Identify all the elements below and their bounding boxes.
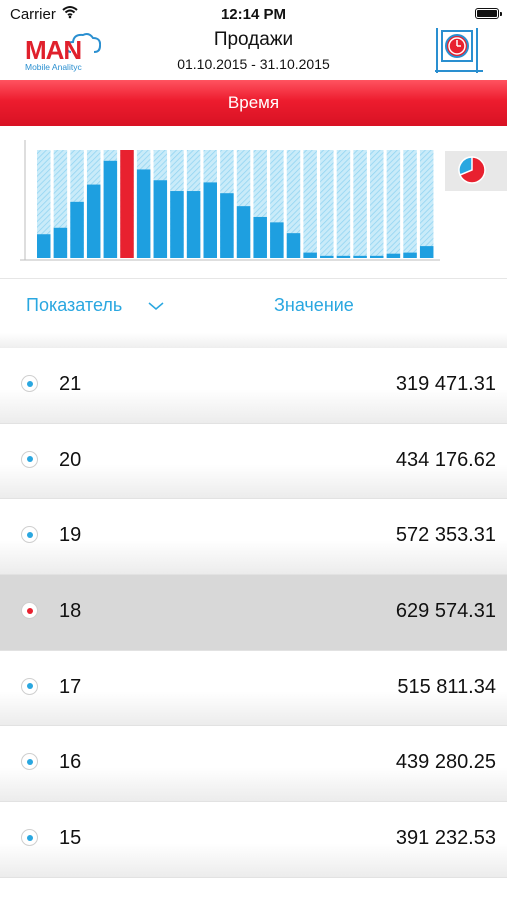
bar-chart[interactable] <box>0 128 440 278</box>
chart-bar-2[interactable] <box>53 227 68 258</box>
status-time: 12:14 PM <box>220 6 287 23</box>
row-name: 17 <box>59 675 82 698</box>
table-row-selected[interactable]: 18 629 574.31 <box>0 575 507 651</box>
chart-bar-15[interactable] <box>270 222 284 258</box>
clock-calendar-icon[interactable] <box>433 26 485 76</box>
table-top-divider <box>0 333 507 348</box>
chart-bar-24[interactable] <box>419 246 434 258</box>
chart-bar-20[interactable] <box>353 255 367 258</box>
table-row[interactable]: 19 572 353.31 <box>0 499 507 576</box>
chart-bar-18[interactable] <box>320 255 334 258</box>
chart-bar-12[interactable] <box>220 193 234 258</box>
row-indicator-dot <box>21 753 38 771</box>
pie-chart-icon <box>458 156 486 184</box>
row-value: 439 280.25 <box>395 751 496 774</box>
wifi-icon <box>62 6 78 19</box>
chevron-down-icon[interactable] <box>148 301 164 311</box>
chart-bar-22[interactable] <box>386 253 401 258</box>
indicator-column-header[interactable]: Показатель <box>26 295 123 315</box>
chart-bar-6[interactable] <box>120 150 134 258</box>
chart-bar-1[interactable] <box>37 234 51 258</box>
row-name: 21 <box>59 373 82 395</box>
cloud-icon <box>67 33 101 53</box>
row-name: 16 <box>59 751 82 774</box>
row-indicator-dot <box>21 829 38 847</box>
value-column-header[interactable]: Значение <box>274 295 354 315</box>
row-name: 18 <box>59 600 82 623</box>
bar-background <box>370 150 384 258</box>
bar-background <box>353 150 367 258</box>
chart-bar-11[interactable] <box>203 182 218 258</box>
row-value: 572 353.31 <box>395 524 496 547</box>
page-title: Продажи <box>213 29 294 50</box>
pie-chart-button[interactable] <box>445 151 507 191</box>
row-value: 391 232.53 <box>395 827 496 850</box>
chart-bar-4[interactable] <box>86 184 101 258</box>
row-value: 319 471.31 <box>395 373 496 395</box>
logo-subtitle: Mobile Analityc <box>25 62 82 72</box>
chart-bar-3[interactable] <box>70 201 84 258</box>
nav-header: MAN Mobile Analityc Продажи 01.10.2015 -… <box>0 26 507 78</box>
time-section-bar[interactable]: Время <box>0 80 507 126</box>
row-indicator-dot <box>21 375 38 392</box>
row-name: 20 <box>59 448 82 471</box>
row-name: 15 <box>59 827 82 850</box>
table-row[interactable]: 21 319 471.31 <box>0 348 507 424</box>
row-value: 434 176.62 <box>395 448 496 471</box>
bar-background <box>37 150 51 258</box>
chart-bar-21[interactable] <box>370 255 384 258</box>
chart-bar-7[interactable] <box>136 169 151 258</box>
row-value: 515 811.34 <box>397 675 496 698</box>
chart-bar-23[interactable] <box>403 252 417 258</box>
table-row[interactable]: 20 434 176.62 <box>0 423 507 500</box>
carrier-label: Carrier <box>10 6 56 23</box>
bar-background <box>286 150 301 258</box>
row-indicator-dot <box>21 602 38 620</box>
bar-background <box>386 150 401 258</box>
chart-bar-19[interactable] <box>336 255 351 258</box>
chart-bar-13[interactable] <box>236 206 251 258</box>
sales-chart[interactable] <box>0 128 507 278</box>
bar-background <box>419 150 434 258</box>
bar-background <box>303 150 317 258</box>
date-range[interactable]: 01.10.2015 - 31.10.2015 <box>177 56 330 72</box>
row-indicator-dot <box>21 677 38 695</box>
chart-bar-17[interactable] <box>303 252 317 258</box>
table-row[interactable]: 17 515 811.34 <box>0 650 507 727</box>
row-indicator-dot <box>21 526 38 544</box>
bar-background <box>320 150 334 258</box>
chart-bar-8[interactable] <box>153 180 168 258</box>
row-indicator-dot <box>21 450 38 468</box>
bar-background <box>403 150 417 258</box>
chart-bar-16[interactable] <box>286 233 301 258</box>
status-bar: Carrier 12:14 PM <box>0 0 507 30</box>
app-logo[interactable]: MAN Mobile Analityc <box>23 32 103 76</box>
row-name: 19 <box>59 524 82 547</box>
battery-icon <box>475 8 502 19</box>
row-value: 629 574.31 <box>395 600 496 623</box>
bar-background <box>336 150 351 258</box>
data-list: 21 319 471.31 20 434 176.62 19 572 353.3… <box>0 348 507 878</box>
logo-text: MAN <box>25 35 82 65</box>
chart-bar-10[interactable] <box>186 191 201 258</box>
table-row[interactable]: 16 439 280.25 <box>0 726 507 803</box>
chart-bar-14[interactable] <box>253 216 267 258</box>
chart-bar-9[interactable] <box>170 191 184 258</box>
chart-bar-5[interactable] <box>103 160 118 258</box>
table-header: Показатель Значение <box>0 278 507 334</box>
table-row[interactable]: 15 391 232.53 <box>0 802 507 878</box>
